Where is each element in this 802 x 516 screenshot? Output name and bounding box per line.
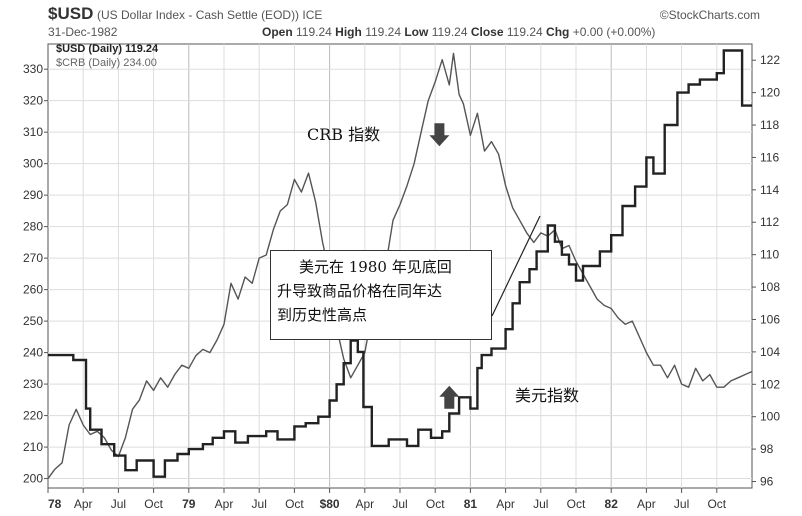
right-axis-label: 116 <box>760 150 779 164</box>
x-tick-label: Apr <box>355 497 374 511</box>
up-arrow-marker <box>439 385 460 409</box>
low-value: 119.24 <box>431 25 468 39</box>
callout-line-1: 美元在 1980 年见底回 <box>299 258 452 276</box>
crb-series-label: CRB 指数 <box>307 125 381 144</box>
x-tick-label: Oct <box>285 497 304 511</box>
close-label: Close <box>470 25 504 39</box>
left-axis-label: 220 <box>23 409 43 423</box>
x-tick-label: Jul <box>252 497 267 511</box>
ohlc-readout: Open 119.24 High 119.24 Low 119.24 Close… <box>262 25 655 39</box>
close-value: 119.24 <box>506 25 543 39</box>
low-label: Low <box>404 25 429 39</box>
legend-crb: $CRB (Daily) 234.00 <box>56 57 157 69</box>
chart-legend: $USD (Daily) 119.24 $CRB (Daily) 234.00 <box>56 42 158 70</box>
annotation-callout: 美元在 1980 年见底回 升导致商品价格在同年达 到历史性高点 <box>270 250 492 340</box>
usd-series-line <box>48 49 752 478</box>
right-axis-label: 120 <box>760 86 780 100</box>
left-axis-label: 230 <box>23 377 43 391</box>
chg-value: +0.00 (+0.00%) <box>572 25 656 39</box>
x-tick-label: Jul <box>533 497 548 511</box>
left-axis-label: 240 <box>23 346 43 360</box>
x-tick-label: Oct <box>567 497 586 511</box>
chart-header: $USD (US Dollar Index - Cash Settle (EOD… <box>0 0 802 44</box>
left-axis-label: 280 <box>23 220 43 234</box>
x-tick-label: Jul <box>674 497 689 511</box>
high-label: High <box>335 25 362 39</box>
down-arrow-marker <box>429 123 450 147</box>
x-tick-label: Jul <box>392 497 407 511</box>
crb-series-line <box>47 52 753 480</box>
x-tick-label: Oct <box>707 497 726 511</box>
left-axis-label: 330 <box>23 62 43 76</box>
left-axis-label: 210 <box>23 440 43 454</box>
right-axis-label: 114 <box>760 183 779 197</box>
chart-date: 31-Dec-1982 <box>48 25 118 39</box>
callout-pointer <box>491 215 541 317</box>
right-axis-label: 104 <box>760 345 780 359</box>
right-axis-label: 108 <box>760 280 780 294</box>
open-label: Open <box>262 25 293 39</box>
x-tick-label: Apr <box>637 497 656 511</box>
high-value: 119.24 <box>365 25 401 39</box>
right-axis-label: 98 <box>760 442 774 456</box>
x-tick-label: 78 <box>48 497 62 511</box>
right-axis-label: 122 <box>760 53 780 67</box>
left-axis-label: 270 <box>23 251 43 265</box>
left-axis-label: 290 <box>23 188 43 202</box>
x-tick-label: Apr <box>74 497 93 511</box>
left-axis-label: 310 <box>23 125 43 139</box>
open-value: 119.24 <box>296 25 332 39</box>
usd-series-label: 美元指数 <box>515 386 580 405</box>
right-axis-label: 112 <box>760 215 779 229</box>
brand-watermark: ©StockCharts.com <box>659 8 760 22</box>
legend-usd: $USD (Daily) 119.24 <box>56 43 159 55</box>
right-axis-label: 106 <box>760 312 780 326</box>
callout-line-2: 升导致商品价格在同年达 <box>277 282 443 300</box>
x-tick-label: 79 <box>182 497 196 511</box>
x-tick-label: Oct <box>426 497 445 511</box>
x-tick-label: Apr <box>215 497 234 511</box>
right-axis-label: 96 <box>760 475 774 489</box>
left-axis-label: 300 <box>23 157 43 171</box>
chart-description: (US Dollar Index - Cash Settle (EOD)) IC… <box>97 8 323 22</box>
left-axis-label: 250 <box>23 314 43 328</box>
left-axis-label: 320 <box>23 94 43 108</box>
right-axis-label: 102 <box>760 377 780 391</box>
x-tick-label: Jul <box>111 497 126 511</box>
chg-label: Chg <box>546 25 570 39</box>
chart-symbol: $USD <box>48 4 94 23</box>
x-tick-label: $80 <box>320 497 340 511</box>
x-tick-label: 81 <box>464 497 478 511</box>
left-axis-label: 200 <box>23 472 43 486</box>
right-axis-label: 100 <box>760 410 780 424</box>
callout-line-3: 到历史性高点 <box>277 306 368 324</box>
x-tick-label: Apr <box>496 497 515 511</box>
x-tick-label: Oct <box>144 497 163 511</box>
right-axis-label: 110 <box>760 248 779 262</box>
x-tick-label: 82 <box>605 497 619 511</box>
left-axis-label: 260 <box>23 283 43 297</box>
right-axis-label: 118 <box>760 118 779 132</box>
